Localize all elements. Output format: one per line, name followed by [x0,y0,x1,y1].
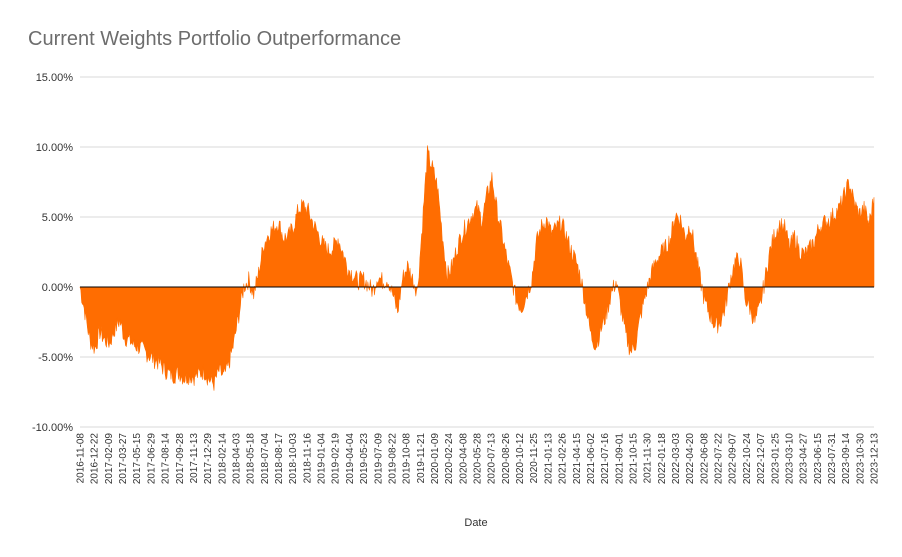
x-tick-label: 2017-12-29 [203,433,214,485]
x-tick-label: 2021-10-15 [628,433,639,485]
x-tick-label: 2021-09-01 [614,433,625,485]
x-tick-label: 2019-04-04 [345,433,356,485]
x-tick-label: 2018-05-18 [246,433,257,485]
x-tick-label: 2017-09-28 [175,433,186,485]
x-tick-label: 2023-07-31 [827,433,838,485]
x-tick-label: 2022-10-24 [742,433,753,485]
y-axis-labels: -10.00% -5.00% 0.00% 5.00% 10.00% 15.00% [32,72,73,434]
x-tick-label: 2022-04-20 [685,433,696,485]
outperformance-area [79,145,875,391]
x-axis-labels: 2016-11-08 2016-12-22 2017-02-09 2017-03-27… [76,433,881,485]
x-tick-label: 2020-08-26 [501,433,512,485]
x-tick-label: 2018-10-03 [288,433,299,485]
y-tick-label: 5.00% [42,212,73,224]
x-tick-label: 2016-12-22 [90,433,101,485]
area-layer [79,145,875,391]
x-tick-label: 2023-01-25 [770,433,781,485]
x-tick-label: 2021-06-02 [586,433,597,485]
x-tick-label: 2020-07-13 [487,433,498,485]
y-tick-label: -10.00% [32,422,73,434]
x-tick-label: 2023-03-10 [784,433,795,485]
x-tick-label: 2017-03-27 [118,433,129,485]
y-tick-label: 10.00% [36,142,74,154]
x-tick-label: 2020-05-28 [473,433,484,485]
x-tick-label: 2023-10-30 [855,433,866,485]
x-tick-label: 2021-04-15 [572,433,583,485]
x-tick-label: 2023-06-15 [813,433,824,485]
x-tick-label: 2023-09-14 [841,433,852,485]
x-tick-label: 2019-02-19 [331,433,342,485]
y-tick-label: 15.00% [36,72,74,84]
x-tick-label: 2017-11-13 [189,433,200,484]
x-tick-label: 2023-12-13 [870,433,881,485]
x-tick-label: 2019-08-22 [387,433,398,485]
x-tick-label: 2019-05-23 [359,433,370,485]
x-tick-label: 2020-02-24 [444,433,455,485]
x-tick-label: 2022-01-18 [657,433,668,485]
x-tick-label: 2020-11-25 [529,433,540,484]
x-tick-label: 2021-11-30 [643,433,654,484]
y-tick-label: 0.00% [42,282,73,294]
x-tick-label: 2022-03-03 [671,433,682,485]
x-tick-label: 2017-02-09 [104,433,115,485]
x-tick-label: 2022-09-07 [728,433,739,485]
x-tick-label: 2023-04-27 [799,433,810,485]
chart-title: Current Weights Portfolio Outperformance [28,28,402,50]
x-tick-label: 2018-02-14 [217,433,228,485]
x-tick-label: 2021-01-13 [543,433,554,485]
x-tick-label: 2020-01-09 [430,433,441,485]
x-axis-title: Date [464,517,487,529]
x-tick-label: 2021-07-16 [600,433,611,485]
x-tick-label: 2019-11-21 [416,433,427,484]
x-tick-label: 2018-11-16 [302,433,313,484]
x-tick-label: 2022-06-08 [699,433,710,485]
x-tick-label: 2019-01-04 [317,433,328,485]
x-tick-label: 2018-04-03 [231,433,242,485]
x-tick-label: 2017-06-29 [146,433,157,485]
x-tick-label: 2022-07-22 [714,433,725,485]
x-tick-label: 2021-02-26 [558,433,569,485]
x-tick-label: 2017-08-14 [161,433,172,485]
x-tick-label: 2016-11-08 [76,433,87,484]
x-tick-label: 2018-08-17 [274,433,285,485]
x-tick-label: 2017-05-15 [132,433,143,485]
x-tick-label: 2019-10-08 [402,433,413,485]
x-tick-label: 2019-07-09 [373,433,384,485]
y-tick-label: -5.00% [38,352,73,364]
x-tick-label: 2020-04-08 [458,433,469,485]
x-tick-label: 2018-07-04 [260,433,271,485]
x-tick-label: 2022-12-07 [756,433,767,485]
x-tick-label: 2020-10-12 [515,433,526,485]
